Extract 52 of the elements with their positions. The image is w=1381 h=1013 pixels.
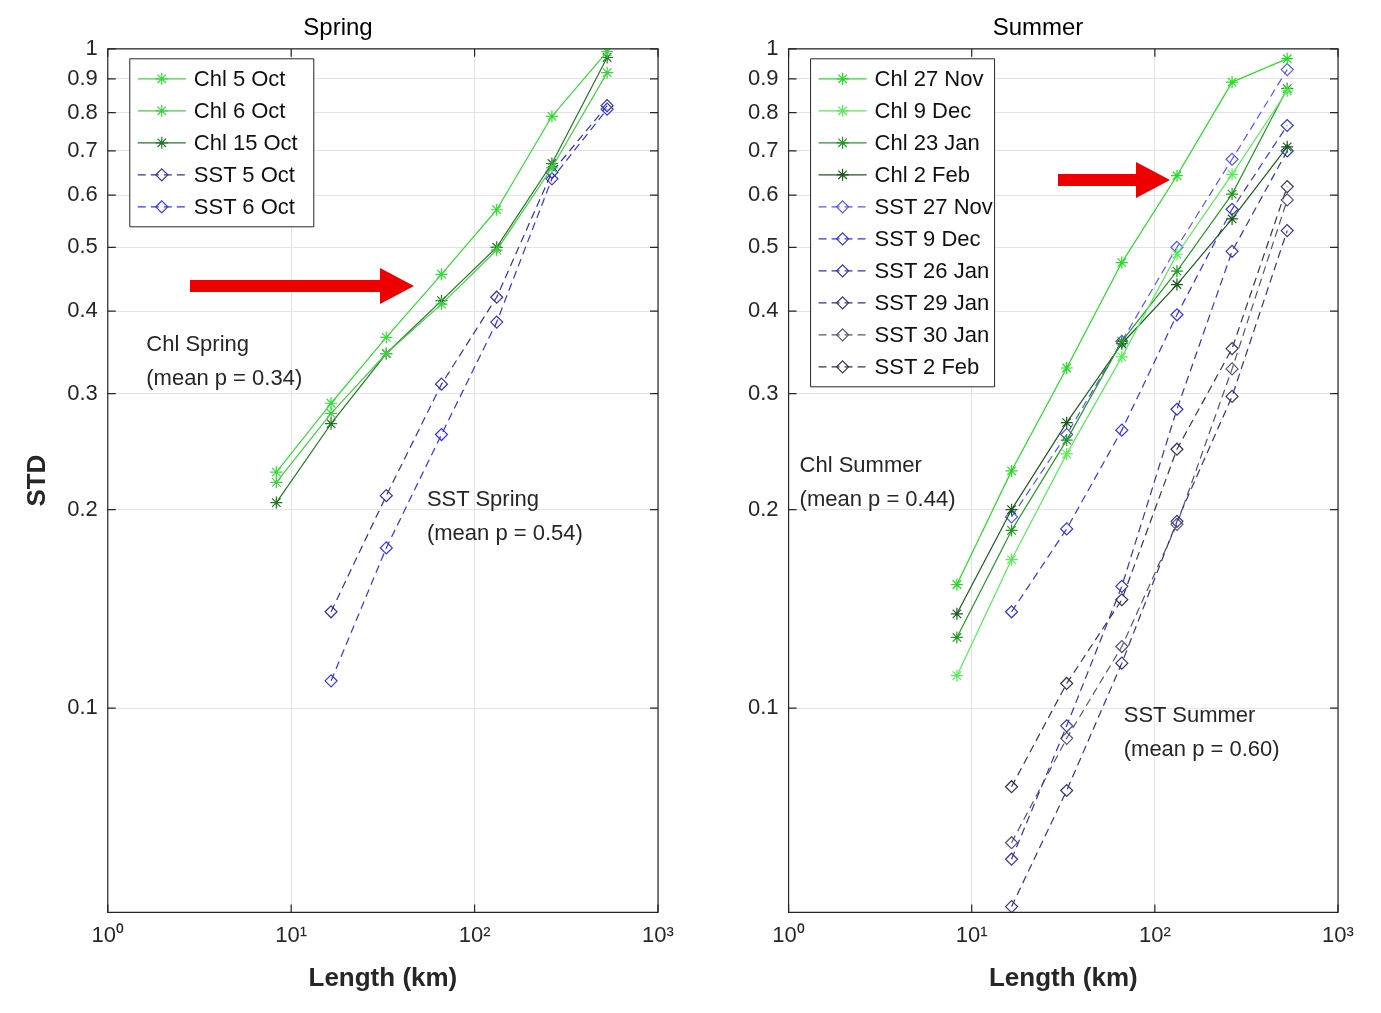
legend-label: SST 9 Dec	[874, 225, 981, 251]
y-tick-label: 0.6	[747, 181, 779, 207]
y-tick-label: 0.8	[67, 98, 98, 124]
y-tick-label: 1	[766, 34, 779, 60]
legend-label: Chl 23 Jan	[874, 129, 980, 155]
annotation: SST Spring (mean p = 0.54)	[426, 486, 583, 546]
x-tick-label: 10⁰	[91, 921, 125, 947]
y-tick-label: 0.9	[747, 65, 779, 91]
x-tick-label: 10²	[458, 921, 491, 947]
y-tick-label: 0.4	[747, 297, 779, 323]
chart-title: Summer	[992, 13, 1084, 41]
y-tick-label: 0.7	[747, 136, 779, 162]
y-tick-label: 0.7	[67, 136, 98, 162]
legend-label: Chl 2 Feb	[874, 161, 970, 187]
legend-label: Chl 27 Nov	[874, 65, 984, 91]
x-tick-label: 10¹	[275, 921, 308, 947]
y-tick-label: 0.8	[747, 98, 779, 124]
legend-label: SST 2 Feb	[874, 353, 980, 379]
y-tick-label: 0.6	[67, 181, 98, 207]
y-tick-label: 0.2	[67, 495, 98, 521]
annotation: SST Summer (mean p = 0.60)	[1123, 702, 1280, 762]
y-tick-label: 0.4	[67, 297, 98, 323]
legend-label: SST 30 Jan	[874, 321, 990, 347]
x-axis-title: Length (km)	[308, 961, 458, 992]
y-tick-label: 1	[85, 34, 98, 60]
y-tick-label: 0.1	[747, 694, 779, 720]
y-tick-label: 0.9	[67, 65, 98, 91]
x-tick-label: 10²	[1138, 921, 1171, 947]
annotation: Chl Summer (mean p = 0.44)	[799, 451, 956, 511]
y-tick-label: 0.2	[747, 495, 779, 521]
legend-label: SST 6 Oct	[193, 193, 295, 219]
x-axis-title: Length (km)	[988, 961, 1138, 992]
y-tick-label: 0.3	[67, 379, 98, 405]
x-tick-label: 10¹	[955, 921, 988, 947]
legend-label: SST 29 Jan	[874, 289, 990, 315]
y-tick-label: 0.5	[67, 233, 98, 259]
y-tick-label: 0.5	[747, 233, 779, 259]
legend-label: Chl 5 Oct	[193, 65, 286, 91]
y-tick-label: 0.3	[747, 379, 779, 405]
x-tick-label: 10³	[1322, 921, 1354, 947]
chart-title: Spring	[303, 13, 373, 41]
y-tick-label: 0.1	[67, 694, 98, 720]
legend-label: SST 5 Oct	[193, 161, 295, 187]
legend-label: Chl 6 Oct	[193, 97, 286, 123]
annotation: Chl Spring (mean p = 0.34)	[146, 330, 303, 390]
legend-label: Chl 9 Dec	[874, 97, 972, 123]
legend-label: SST 26 Jan	[874, 257, 990, 283]
x-tick-label: 10⁰	[772, 921, 805, 947]
legend-label: Chl 15 Oct	[193, 129, 298, 155]
x-tick-label: 10³	[642, 921, 674, 947]
y-axis-title: STD	[20, 454, 51, 507]
legend-label: SST 27 Nov	[874, 193, 993, 219]
